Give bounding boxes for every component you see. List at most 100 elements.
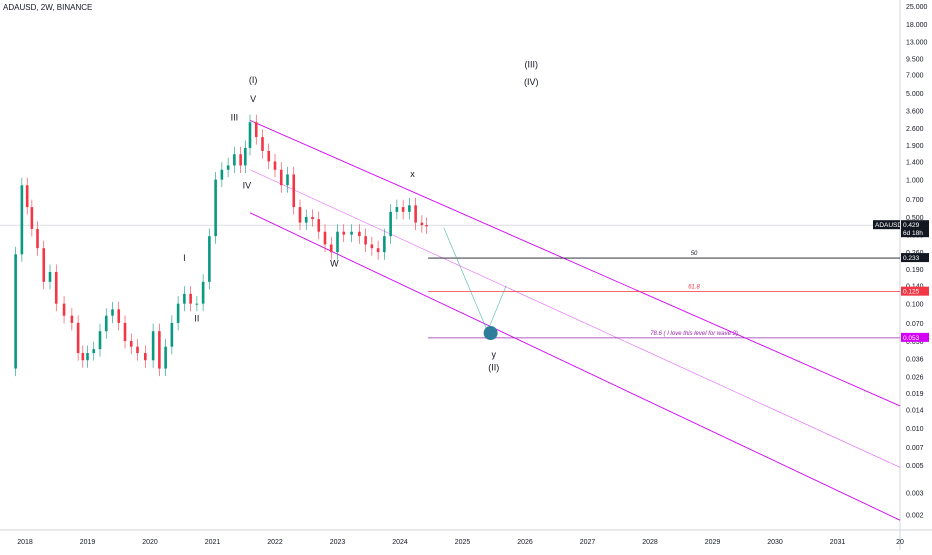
wave-label: IV xyxy=(243,180,252,190)
candle-body xyxy=(92,349,96,354)
y-tick-label: 13.000 xyxy=(906,39,928,46)
price-tag-label: 6d 18h xyxy=(903,230,923,237)
y-tick-label: 0.070 xyxy=(906,321,924,328)
candle-body xyxy=(383,236,386,253)
candle-body xyxy=(304,216,308,223)
price-tag-bg xyxy=(873,220,900,230)
candle-body xyxy=(14,254,17,369)
y-tick-label: 1.400 xyxy=(906,159,924,166)
x-tick-label: 2020 xyxy=(142,539,158,546)
candle-body xyxy=(214,179,217,237)
y-tick-label: 0.005 xyxy=(906,463,924,470)
candle-body xyxy=(395,207,399,212)
price-tag-bg xyxy=(901,220,929,230)
candle-body xyxy=(425,225,428,227)
y-tick-label: 0.700 xyxy=(906,197,924,204)
symbol-header: ADAUSD, 2W, BINANCE xyxy=(3,3,93,12)
x-tick-label: 2031 xyxy=(830,539,846,546)
candle-body xyxy=(336,231,339,253)
candle-body xyxy=(76,322,80,354)
wave-label: x xyxy=(410,169,415,179)
candle-body xyxy=(195,303,199,305)
x-tick-label: 2029 xyxy=(705,539,721,546)
wave-label: (III) xyxy=(525,60,539,70)
candle-body xyxy=(158,331,161,369)
candle-body xyxy=(420,222,424,226)
candle-body xyxy=(254,122,258,138)
y-tick-label: 0.036 xyxy=(906,357,924,364)
y-tick-label: 5.000 xyxy=(906,91,924,98)
wave-label: I xyxy=(183,253,186,263)
candle-body xyxy=(248,122,252,148)
y-tick-label: 0.190 xyxy=(906,267,924,274)
price-tag-label: 0.429 xyxy=(903,222,920,229)
price-tag-label: 0.233 xyxy=(903,255,920,262)
candle-body xyxy=(298,207,302,223)
y-tick-label: 0.010 xyxy=(906,426,924,433)
candle-body xyxy=(36,228,39,249)
candle-body xyxy=(86,353,89,361)
candle-body xyxy=(358,231,361,237)
candle-body xyxy=(170,322,174,347)
candle-body xyxy=(267,150,271,162)
wave-label: y xyxy=(492,349,497,359)
y-tick-label: 0.026 xyxy=(906,374,924,381)
candle-body xyxy=(226,165,230,170)
wave-label: III xyxy=(231,112,239,122)
y-tick-label: 0.500 xyxy=(906,215,924,222)
y-tick-label: 3.600 xyxy=(906,109,924,116)
candle-body xyxy=(62,303,66,316)
candle-body xyxy=(323,231,327,245)
y-tick-label: 0.100 xyxy=(906,302,924,309)
y-tick-label: 1.900 xyxy=(906,143,924,150)
candle-body xyxy=(20,185,24,255)
candle-body xyxy=(239,154,242,166)
candle-body xyxy=(376,248,380,253)
candle-body xyxy=(117,309,121,323)
candle-body xyxy=(25,185,29,208)
candle-body xyxy=(48,271,52,282)
candle-body xyxy=(104,315,108,332)
wave-label: (I) xyxy=(249,75,258,85)
y-tick-label: 1.000 xyxy=(906,178,924,185)
x-tick-label: 2018 xyxy=(17,539,33,546)
candle-body xyxy=(111,309,114,316)
wave-label: W xyxy=(330,258,339,268)
candle-body xyxy=(151,331,155,361)
candle-body xyxy=(261,137,264,151)
price-tag-label: ADAUSD xyxy=(875,222,902,229)
candle-body xyxy=(129,341,133,347)
plot-background xyxy=(0,0,900,530)
candle-body xyxy=(273,161,277,170)
x-tick-label: 2028 xyxy=(642,539,658,546)
candle-body xyxy=(136,346,139,354)
candle-body xyxy=(364,236,367,245)
wave-label: V xyxy=(250,94,256,104)
candle-body xyxy=(54,271,58,304)
y-tick-label: 0.003 xyxy=(906,491,924,498)
candle-body xyxy=(98,331,102,350)
fib-level-label: 78.6 ( I love this level for wave 2) xyxy=(650,331,738,337)
x-tick-label: 20 xyxy=(896,539,904,546)
candle-body xyxy=(144,353,147,361)
candle-body xyxy=(70,315,74,323)
price-tag-label: 0.053 xyxy=(903,335,920,342)
y-tick-label: 9.500 xyxy=(906,56,924,63)
candle-body xyxy=(342,231,346,235)
y-tick-label: 0.007 xyxy=(906,445,924,452)
candle-body xyxy=(401,207,405,212)
x-tick-label: 2030 xyxy=(767,539,783,546)
candle-body xyxy=(292,174,296,208)
y-tick-label: 0.019 xyxy=(906,391,924,398)
x-tick-label: 2025 xyxy=(455,539,471,546)
candle-body xyxy=(286,174,289,186)
y-tick-label: 2.600 xyxy=(906,126,924,133)
wave-label: II xyxy=(194,313,199,323)
candle-body xyxy=(408,205,411,212)
candle-body xyxy=(414,205,417,223)
price-tag-bg xyxy=(901,332,929,342)
candle-body xyxy=(370,244,374,249)
fib-level-label: 50 xyxy=(691,251,698,257)
